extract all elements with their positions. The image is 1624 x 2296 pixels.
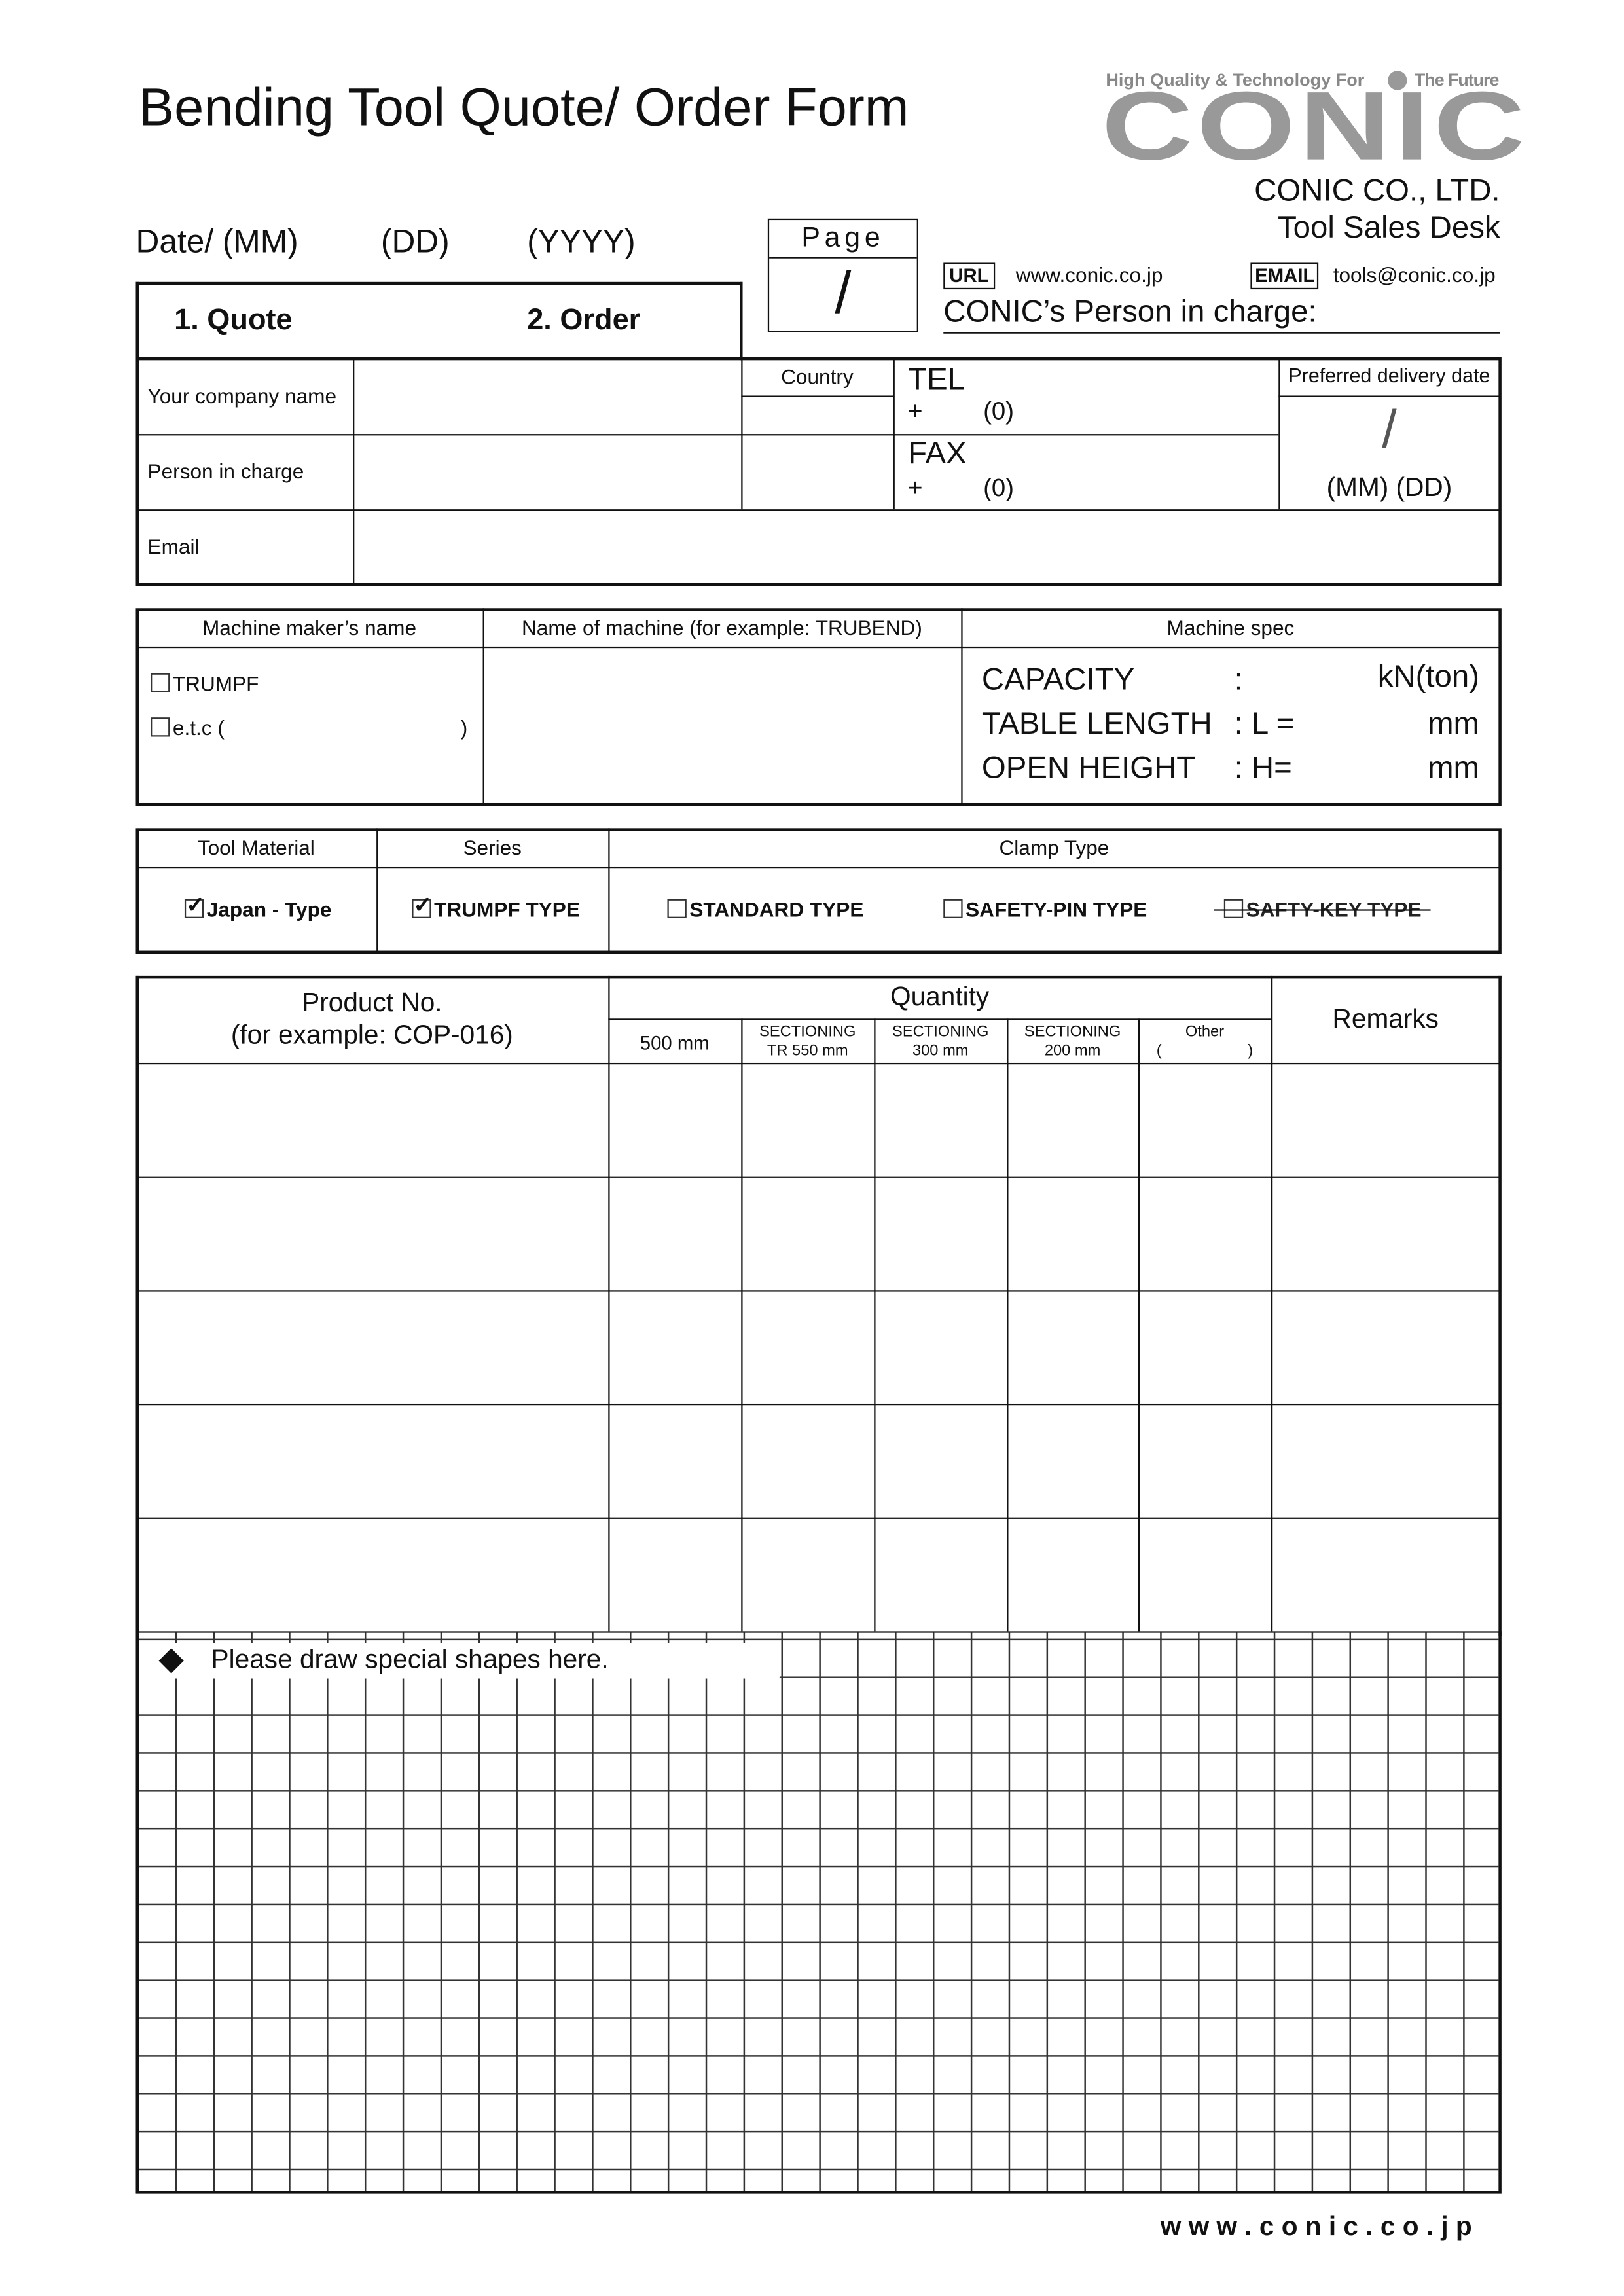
date-yyyy-label: (YYYY) xyxy=(527,223,636,260)
company-email[interactable]: tools@conic.co.jp xyxy=(1333,262,1496,287)
maker-option-trumpf[interactable]: TRUMPF xyxy=(151,672,259,695)
checkbox[interactable] xyxy=(943,899,963,918)
checkbox[interactable] xyxy=(151,673,170,692)
conic-person-line[interactable] xyxy=(943,332,1500,334)
date-mm-label: Date/ (MM) xyxy=(135,223,298,260)
maker-option-etc[interactable]: e.t.c ( xyxy=(151,716,225,740)
delivery-date-field[interactable]: (MM) (DD) xyxy=(1326,472,1453,502)
clamp-safety-pin-type[interactable]: SAFETY-PIN TYPE xyxy=(943,897,1147,921)
checkbox-checked[interactable] xyxy=(184,891,205,918)
person-field[interactable] xyxy=(354,435,741,509)
machine-spec-header: Machine spec xyxy=(1166,615,1295,639)
qty-col-200: SECTIONING 200 mm xyxy=(1024,1023,1121,1060)
checkbox[interactable] xyxy=(667,899,687,918)
company-url[interactable]: www.conic.co.jp xyxy=(1015,262,1163,287)
url-label: URL xyxy=(943,262,995,290)
drawing-note: Please draw special shapes here. xyxy=(211,1644,609,1674)
strikethrough-line xyxy=(1214,909,1431,911)
company-name-field[interactable] xyxy=(354,359,741,434)
checkbox[interactable] xyxy=(151,717,170,737)
tool-material-header: Tool Material xyxy=(197,835,315,859)
company-name-label: Your company name xyxy=(147,384,337,408)
country-label: Country xyxy=(781,365,854,389)
spec-table-length-label: TABLE LENGTH xyxy=(981,707,1212,742)
drawing-grid[interactable] xyxy=(135,1631,1502,2194)
quantity-header: Quantity xyxy=(890,981,990,1012)
spec-capacity-label: CAPACITY xyxy=(981,662,1135,697)
logo-dot xyxy=(1388,71,1407,90)
date-dd-label: (DD) xyxy=(380,223,450,260)
machine-name-header: Name of machine (for example: TRUBEND) xyxy=(522,615,922,639)
checkbox xyxy=(1223,899,1244,918)
conic-person-label: CONIC’s Person in charge: xyxy=(943,295,1317,329)
country-field[interactable] xyxy=(743,397,893,509)
quote-option[interactable]: 1. Quote xyxy=(174,304,293,337)
email-field-label: Email xyxy=(147,534,200,558)
series-header: Series xyxy=(463,835,522,859)
machine-name-field[interactable] xyxy=(484,648,962,804)
series-trumpf-type[interactable]: TRUMPF TYPE xyxy=(412,891,580,921)
order-option[interactable]: 2. Order xyxy=(527,304,641,337)
spec-open-height-unit[interactable]: mm xyxy=(1428,751,1480,785)
spec-table-length-unit[interactable]: mm xyxy=(1428,707,1480,742)
company-desk: Tool Sales Desk xyxy=(1277,211,1500,245)
clamp-standard-type[interactable]: STANDARD TYPE xyxy=(667,897,863,921)
tel-field[interactable]: (0) xyxy=(983,397,1015,425)
email-label: EMAIL xyxy=(1250,262,1320,290)
qty-col-300: SECTIONING 300 mm xyxy=(892,1023,989,1060)
fax-field[interactable]: (0) xyxy=(983,474,1015,502)
material-japan-type[interactable]: Japan - Type xyxy=(184,891,331,921)
qty-col-tr550: SECTIONING TR 550 mm xyxy=(759,1023,856,1060)
clamp-type-header: Clamp Type xyxy=(999,835,1110,859)
customer-table xyxy=(135,357,1502,586)
remarks-header: Remarks xyxy=(1332,1003,1439,1033)
page-title: Bending Tool Quote/ Order Form xyxy=(139,77,909,137)
fax-label: FAX xyxy=(908,437,967,471)
product-table xyxy=(135,975,1502,1636)
footer-url: w w w . c o n i c . c o . j p xyxy=(1160,2211,1472,2241)
tooling-table xyxy=(135,828,1502,954)
form-type-box xyxy=(135,281,743,361)
qty-col-other: Other( ) xyxy=(1156,1023,1254,1060)
spec-open-height-label: OPEN HEIGHT xyxy=(981,751,1196,785)
spec-capacity-unit[interactable]: kN(ton) xyxy=(1377,660,1480,694)
company-name: CONIC CO., LTD. xyxy=(1254,174,1500,209)
maker-header: Machine maker’s name xyxy=(202,615,417,639)
qty-col-500mm: 500 mm xyxy=(640,1031,710,1054)
machine-table xyxy=(135,608,1502,806)
tel-label: TEL xyxy=(908,363,965,397)
product-no-header: Product No. (for example: COP-016) xyxy=(230,987,513,1050)
clamp-safty-key-type: SAFTY-KEY TYPE xyxy=(1223,897,1422,921)
page-number-box[interactable]: Page / xyxy=(767,218,918,332)
person-label: Person in charge xyxy=(147,459,304,483)
delivery-date-label: Preferred delivery date xyxy=(1288,365,1490,387)
checkbox-checked[interactable] xyxy=(412,891,432,918)
email-field[interactable] xyxy=(354,511,1500,584)
